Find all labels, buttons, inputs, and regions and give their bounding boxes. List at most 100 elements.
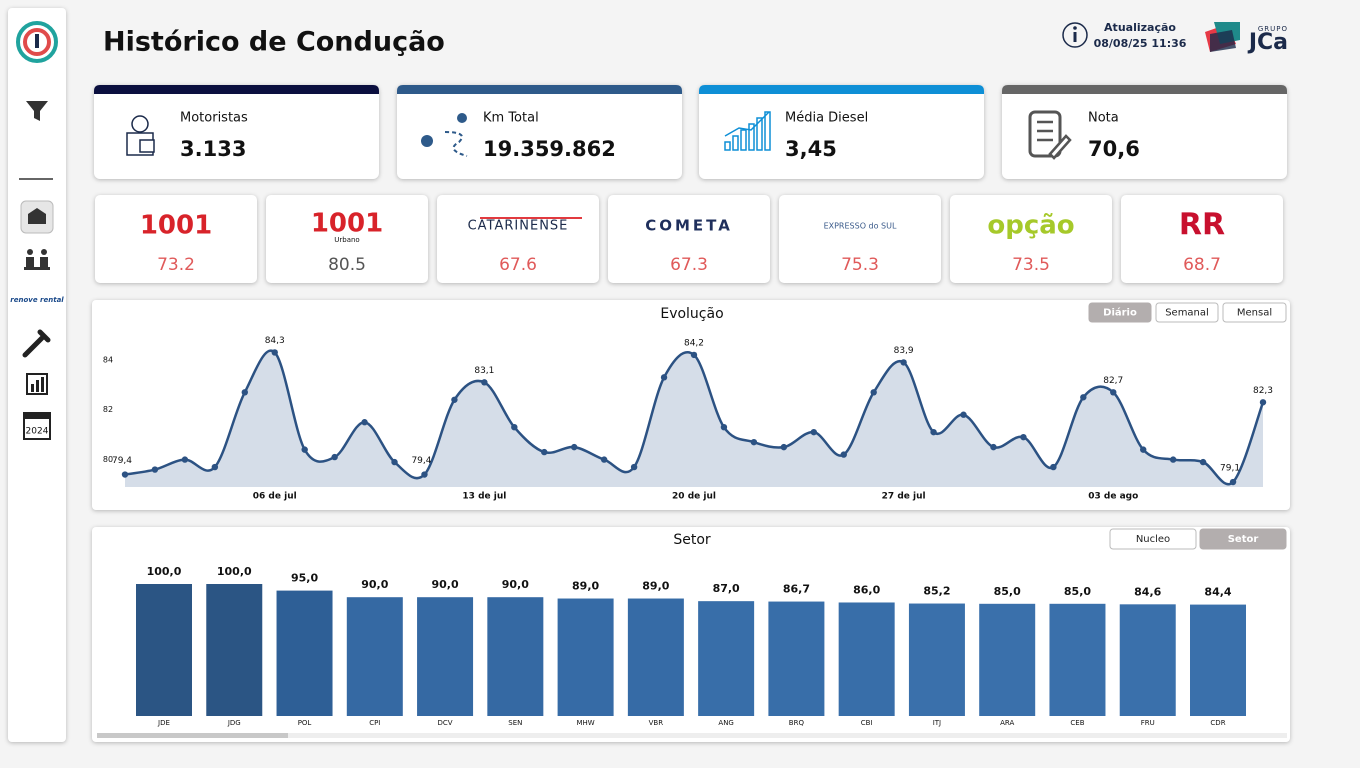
point (900, 359, 907, 366)
update-time: 08/08/25 11:36 (1094, 37, 1187, 50)
point (1259, 399, 1267, 406)
page-title: Histórico de Condução (103, 27, 445, 58)
toggle-label[interactable]: Mensal (1237, 308, 1272, 319)
point (690, 351, 698, 359)
point (331, 453, 338, 461)
kpi-label: Nota (1088, 111, 1119, 126)
nav-stats[interactable] (26, 373, 48, 395)
x-tick-label: MHW (576, 719, 594, 727)
brand-card (266, 195, 428, 283)
point (720, 423, 728, 431)
update-label: Atualização (1104, 21, 1176, 34)
toggle-button[interactable] (1199, 528, 1287, 550)
x-tick-label: JDE (157, 719, 170, 727)
value-label: 79,4 (112, 456, 132, 466)
nav-tools[interactable] (22, 329, 51, 358)
y-tick-label: 84 (103, 355, 113, 364)
value-label: 95,0 (291, 572, 318, 585)
brand-logo: RR (1179, 208, 1225, 243)
jca-logo-mark (1205, 22, 1240, 52)
x-tick-label: JDG (227, 719, 241, 727)
point (750, 438, 758, 446)
toggle-button[interactable] (1109, 528, 1197, 550)
logo-text: JCa (1247, 30, 1288, 55)
point (1199, 458, 1207, 466)
value-label: 89,0 (572, 580, 599, 593)
bar[interactable] (346, 597, 403, 716)
value-label: 89,0 (642, 580, 669, 593)
toggle-button[interactable] (1222, 302, 1287, 323)
point (930, 428, 937, 436)
value-label: 90,0 (431, 578, 458, 591)
nav-calendar[interactable]: 2024 (23, 412, 51, 440)
point (1169, 456, 1177, 463)
brand-score: 80.5 (328, 255, 366, 275)
point (1080, 394, 1087, 401)
icon (1028, 110, 1062, 158)
toggle-label[interactable]: Semanal (1165, 308, 1209, 319)
toggle-label[interactable]: Nucleo (1136, 534, 1170, 545)
bar[interactable] (276, 590, 333, 716)
bar[interactable] (557, 598, 614, 716)
toggle-label[interactable]: Diário (1103, 307, 1137, 319)
bar[interactable] (487, 597, 544, 716)
point (271, 349, 278, 356)
bar[interactable] (768, 601, 825, 716)
bar[interactable] (698, 601, 755, 716)
bar[interactable] (908, 603, 965, 716)
point (660, 374, 668, 381)
x-tick-label: CBI (861, 719, 873, 727)
point (541, 448, 548, 456)
point (1140, 446, 1147, 453)
point (870, 389, 877, 396)
brand-card (1121, 195, 1283, 283)
info-icon[interactable] (1062, 22, 1088, 48)
x-tick-label: CPI (369, 719, 380, 727)
value-label: 84,2 (684, 338, 704, 348)
point (391, 458, 398, 466)
brand-score: 67.6 (499, 255, 537, 275)
bar[interactable] (627, 598, 684, 716)
brand-score: 67.3 (670, 255, 708, 275)
value-label: 84,6 (1134, 585, 1161, 598)
point (481, 379, 488, 386)
bar[interactable] (838, 602, 895, 716)
chart-title: Setor (673, 532, 711, 548)
scrollbar[interactable] (97, 733, 288, 738)
value-label: 85,0 (1064, 585, 1091, 598)
point (121, 471, 129, 478)
bar[interactable] (979, 603, 1036, 716)
bar[interactable] (136, 584, 192, 716)
toggle-label[interactable]: Setor (1228, 534, 1259, 545)
nav-home-icon (28, 208, 46, 224)
point (960, 411, 967, 418)
nav-renove[interactable]: renove rental (10, 296, 64, 304)
x-tick-label: 20 de jul (672, 492, 716, 502)
brand-row: 100173.21001Urbano80.5CATARINENSE67.6COM… (95, 195, 1283, 283)
value-label: 100,0 (217, 565, 252, 578)
toggle-button[interactable] (1088, 302, 1152, 323)
point (241, 389, 248, 396)
kpi-label: Km Total (483, 111, 539, 126)
nav-people[interactable] (24, 249, 50, 270)
point (840, 451, 847, 458)
chart-title: Evolução (660, 306, 723, 322)
kpi-band (1002, 85, 1287, 94)
bar[interactable] (1119, 604, 1176, 716)
bar[interactable] (206, 584, 263, 716)
bar[interactable] (1049, 603, 1106, 716)
x-tick-label: ANG (718, 719, 733, 727)
point (1020, 433, 1027, 441)
brand-logo: 1001 (140, 211, 212, 241)
value-label: 100,0 (147, 565, 182, 578)
bar[interactable] (1190, 604, 1246, 716)
kpi-card (1002, 85, 1287, 179)
bar[interactable] (417, 597, 474, 716)
point (301, 446, 308, 453)
x-tick-label: POL (298, 719, 312, 727)
toggle-button[interactable] (1155, 302, 1219, 323)
filter-icon[interactable] (26, 101, 48, 121)
icon (748, 123, 755, 151)
brand-sub: Urbano (334, 236, 359, 244)
